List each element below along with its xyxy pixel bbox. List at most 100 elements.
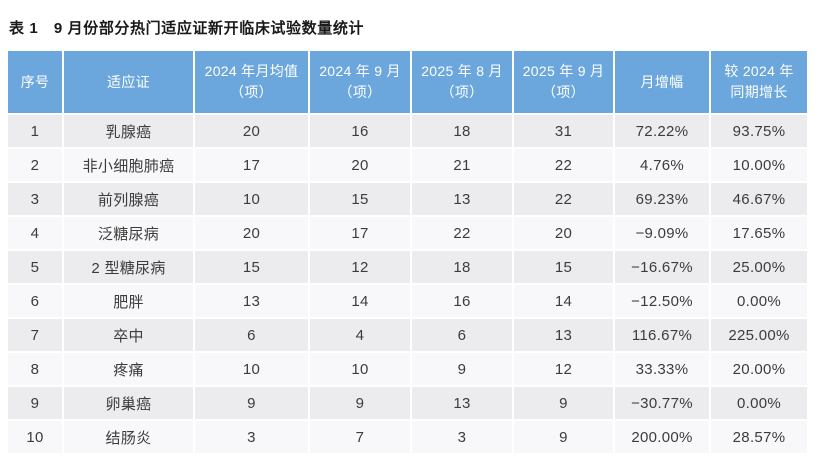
header-avg-2024-line2: （项） xyxy=(230,84,273,100)
cell-avg-2024: 17 xyxy=(194,147,310,182)
cell-yoy-growth: 10.00% xyxy=(710,147,807,182)
cell-2025-08: 3 xyxy=(411,419,514,453)
cell-yoy-growth: 20.00% xyxy=(710,351,807,386)
cell-2024-09: 16 xyxy=(309,113,412,148)
header-row: 序号 适应证 2024 年月均值 （项） 2024 年 9 月 （项） 2025 年… xyxy=(8,51,807,114)
cell-2025-09: 15 xyxy=(513,249,615,284)
header-mom-growth-line1: 月增幅 xyxy=(640,73,684,90)
cell-no: 7 xyxy=(8,317,64,352)
cell-2025-08: 18 xyxy=(411,113,514,148)
header-no-line1: 序号 xyxy=(20,73,50,90)
header-indication-line1: 适应证 xyxy=(107,73,150,90)
cell-2025-08: 16 xyxy=(411,283,514,318)
cell-no: 3 xyxy=(8,181,64,216)
header-mom-growth: 月增幅 xyxy=(614,51,711,114)
cell-avg-2024: 9 xyxy=(194,385,310,420)
cell-indication: 疼痛 xyxy=(63,351,195,386)
header-2025-08: 2025 年 8 月 （项） xyxy=(411,51,514,114)
table-caption: 表 1 9 月份部分热门适应证新开临床试验数量统计 xyxy=(9,20,365,37)
cell-2025-08: 21 xyxy=(411,147,514,182)
cell-2024-09: 9 xyxy=(309,385,412,420)
cell-indication: 泛糖尿病 xyxy=(63,215,195,250)
cell-2024-09: 4 xyxy=(309,317,412,352)
cell-avg-2024: 13 xyxy=(194,283,310,318)
header-yoy-growth-line1: 较 2024 年 xyxy=(724,63,794,79)
table-row: 1 乳腺癌 20 16 18 31 72.22% 93.75% xyxy=(8,113,807,148)
header-2025-09-line2: （项） xyxy=(542,84,585,100)
cell-indication: 2 型糖尿病 xyxy=(63,249,195,284)
table-row: 5 2 型糖尿病 15 12 18 15 −16.67% 25.00% xyxy=(8,249,807,284)
table-row: 9 卵巢癌 9 9 13 9 −30.77% 0.00% xyxy=(8,385,807,420)
cell-2025-09: 31 xyxy=(513,113,615,148)
cell-yoy-growth: 225.00% xyxy=(710,317,807,352)
header-indication: 适应证 xyxy=(63,51,195,114)
header-2025-09-line1: 2025 年 9 月 xyxy=(522,63,605,79)
cell-indication: 非小细胞肺癌 xyxy=(63,147,195,182)
cell-yoy-growth: 46.67% xyxy=(710,181,807,216)
table-header: 序号 适应证 2024 年月均值 （项） 2024 年 9 月 （项） 2025 年… xyxy=(8,51,807,114)
cell-no: 5 xyxy=(8,249,64,284)
stats-table: 序号 适应证 2024 年月均值 （项） 2024 年 9 月 （项） 2025 年… xyxy=(8,51,807,453)
cell-2024-09: 20 xyxy=(309,147,412,182)
cell-no: 2 xyxy=(8,147,64,182)
cell-avg-2024: 10 xyxy=(194,181,310,216)
header-no: 序号 xyxy=(8,51,64,114)
cell-no: 8 xyxy=(8,351,64,386)
cell-no: 9 xyxy=(8,385,64,420)
cell-mom-growth: 33.33% xyxy=(614,351,711,386)
cell-indication: 肥胖 xyxy=(63,283,195,318)
cell-2024-09: 7 xyxy=(309,419,412,453)
cell-2025-09: 13 xyxy=(513,317,615,352)
cell-yoy-growth: 0.00% xyxy=(710,283,807,318)
cell-2024-09: 10 xyxy=(309,351,412,386)
cell-yoy-growth: 25.00% xyxy=(710,249,807,284)
cell-2025-08: 22 xyxy=(411,215,514,250)
cell-mom-growth: 69.23% xyxy=(614,181,711,216)
cell-2025-08: 18 xyxy=(411,249,514,284)
cell-2024-09: 15 xyxy=(309,181,412,216)
cell-2024-09: 12 xyxy=(309,249,412,284)
cell-no: 1 xyxy=(8,113,64,148)
header-yoy-growth: 较 2024 年同期增长 xyxy=(710,51,807,114)
cell-yoy-growth: 0.00% xyxy=(710,385,807,420)
cell-2025-09: 9 xyxy=(513,385,615,420)
cell-avg-2024: 15 xyxy=(194,249,310,284)
cell-2025-09: 22 xyxy=(513,147,615,182)
table-row: 6 肥胖 13 14 16 14 −12.50% 0.00% xyxy=(8,283,807,318)
cell-indication: 结肠炎 xyxy=(63,419,195,453)
cell-indication: 乳腺癌 xyxy=(63,113,195,148)
cell-2024-09: 14 xyxy=(309,283,412,318)
cell-mom-growth: 72.22% xyxy=(614,113,711,148)
cell-mom-growth: −9.09% xyxy=(614,215,711,250)
table-row: 8 疼痛 10 10 9 12 33.33% 20.00% xyxy=(8,351,807,386)
cell-2025-09: 20 xyxy=(513,215,615,250)
cell-mom-growth: 200.00% xyxy=(614,419,711,453)
cell-2025-09: 22 xyxy=(513,181,615,216)
cell-avg-2024: 20 xyxy=(194,113,310,148)
cell-avg-2024: 6 xyxy=(194,317,310,352)
header-2025-08-line2: （项） xyxy=(440,84,484,100)
header-yoy-growth-line2: 同期增长 xyxy=(730,84,788,100)
cell-avg-2024: 3 xyxy=(194,419,310,453)
cell-mom-growth: 4.76% xyxy=(614,147,711,182)
cell-yoy-growth: 28.57% xyxy=(710,419,807,453)
cell-indication: 卒中 xyxy=(63,317,195,352)
header-2024-09-line1: 2024 年 9 月 xyxy=(319,63,401,79)
cell-no: 6 xyxy=(8,283,64,318)
cell-2025-09: 9 xyxy=(513,419,615,453)
header-avg-2024-line1: 2024 年月均值 xyxy=(204,63,299,79)
cell-yoy-growth: 17.65% xyxy=(710,215,807,250)
header-2025-09: 2025 年 9 月 （项） xyxy=(513,51,615,114)
table-row: 7 卒中 6 4 6 13 116.67% 225.00% xyxy=(8,317,807,352)
cell-avg-2024: 10 xyxy=(194,351,310,386)
header-2025-08-line1: 2025 年 8 月 xyxy=(421,63,503,79)
header-avg-2024: 2024 年月均值 （项） xyxy=(194,51,310,114)
cell-mom-growth: −16.67% xyxy=(614,249,711,284)
cell-2025-08: 6 xyxy=(411,317,514,352)
cell-indication: 卵巢癌 xyxy=(63,385,195,420)
cell-mom-growth: 116.67% xyxy=(614,317,711,352)
cell-no: 10 xyxy=(8,419,64,453)
cell-2025-08: 13 xyxy=(411,181,514,216)
cell-mom-growth: −12.50% xyxy=(614,283,711,318)
